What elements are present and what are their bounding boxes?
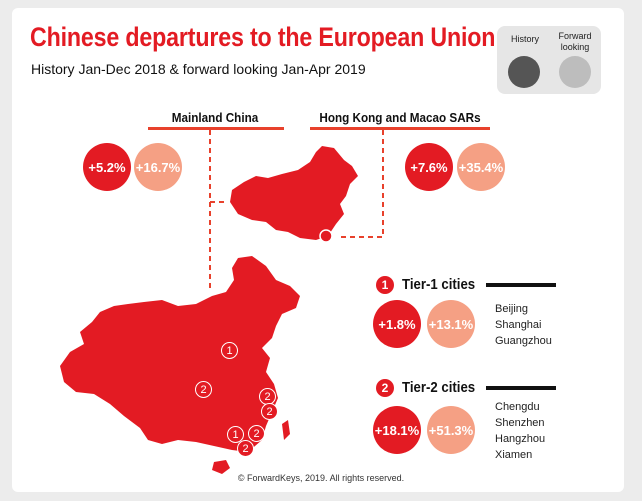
tier1-history-value: +1.8% [373,300,421,348]
tier2-history-value: +18.1% [373,406,421,454]
map-marker: 1 [227,426,244,443]
tier2-title: Tier-2 cities [402,379,476,396]
tier2-city: Shenzhen [495,417,545,429]
tier1-city: Shanghai [495,319,542,331]
map-marker: 2 [195,381,212,398]
tier2-rule [486,386,556,390]
hk-marker [319,229,333,243]
legend-forward-label: Forward looking [558,31,592,52]
tier1-rule [486,283,556,287]
sar-underline [310,127,490,130]
connector-lines [209,130,384,290]
legend-forward-swatch [559,56,591,88]
legend-history-label: History [510,34,539,44]
legend-history-swatch [508,56,540,88]
large-china-map [60,256,300,452]
page-title: Chinese departures to the European Union [30,22,496,52]
mainland-forward-value: +16.7% [134,143,182,191]
footer-copyright: © ForwardKeys, 2019. All rights reserved… [237,473,405,483]
connector-top-mainland [209,130,228,203]
tier1-city: Guangzhou [495,335,552,347]
tier2-forward-value: +51.3% [427,406,475,454]
mainland-underline [148,127,284,130]
small-china-map [230,146,358,240]
sar-history-value: +7.6% [405,143,453,191]
tier2-city: Chengdu [495,401,540,413]
tier1-title: Tier-1 cities [402,276,476,293]
tier1-forward-value: +13.1% [427,300,475,348]
hainan-island [212,460,230,474]
mainland-label: Mainland China [171,110,259,125]
tier2-city: Hangzhou [495,433,546,445]
map-marker: 2 [237,440,254,457]
taiwan-island [282,420,290,440]
page-subtitle: History Jan-Dec 2018 & forward looking J… [31,61,366,77]
sar-forward-value: +35.4% [457,143,505,191]
tier1-city: Beijing [495,303,529,315]
tier2-city: Xiamen [495,449,533,461]
map-marker: 2 [261,403,278,420]
sar-label: Hong Kong and Macao SARs [319,110,481,125]
tier2-badge: 2 [376,379,394,397]
map-marker: 1 [221,342,238,359]
mainland-history-value: +5.2% [83,143,131,191]
map-marker: 2 [248,425,265,442]
tier1-badge: 1 [376,276,394,294]
connector-sar [338,130,384,238]
